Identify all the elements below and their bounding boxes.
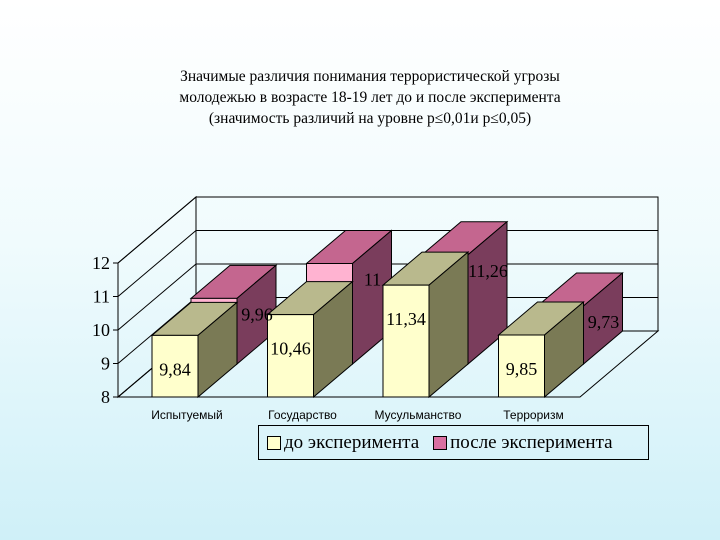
y-tick-label: 8 [101,387,110,407]
y-tick-label: 11 [93,287,110,307]
legend: до эксперимента после эксперимента [258,425,649,460]
legend-item-before: до эксперимента [267,432,419,454]
bar-before-1-front [267,314,314,398]
legend-swatch-before [267,435,281,450]
x-tick-label: Терроризм [503,408,563,422]
data-label-before: 9,85 [506,359,538,379]
gridline-left [117,230,197,297]
data-label-after: 11,26 [468,261,508,281]
x-tick-label: Испытуемый [151,408,223,422]
bar-before-1 [266,280,354,399]
legend-swatch-after [433,435,448,450]
title-line-2: молодежью в возрасте 18-19 лет до и посл… [179,89,561,106]
data-label-before: 9,84 [159,359,191,379]
legend-item-after: после эксперимента [433,431,613,454]
bar-before-0-front [151,334,199,398]
y-tick-label: 12 [92,253,110,273]
x-tick-label: Государство [268,408,337,422]
bar-before-0 [150,301,239,399]
gridline-left [117,263,197,331]
bar-before-2-front [382,284,430,398]
legend-label-after: после эксперимента [450,431,613,453]
x-tick-label: Мусульманство [375,408,462,422]
gridline-left [117,196,197,264]
data-label-before: 11,34 [386,309,426,329]
legend-label-before: до эксперимента [284,431,420,453]
series-before-bars [150,251,585,399]
bar-before-3-front [498,334,545,398]
data-label-after: 11 [364,270,381,290]
bar-before-2 [381,251,470,399]
chart-title: Значимые различия понимания террористиче… [120,66,620,129]
data-labels: 9,84 9,96 Испытуемый 10,46 11 Государство 11,3… [151,261,619,422]
title-line-3: (значимость различий на уровне p≤0,01и p… [208,110,532,127]
bar-before-3 [497,300,585,399]
data-label-after: 9,96 [241,304,273,324]
y-tick-label: 9 [101,354,110,374]
data-label-before: 10,46 [270,339,311,359]
title-line-1: Значимые различия понимания террористиче… [180,68,560,85]
y-tick-label: 10 [92,320,110,340]
y-axis: 8 9 10 11 12 [92,253,119,407]
data-label-after: 9,73 [588,312,620,332]
